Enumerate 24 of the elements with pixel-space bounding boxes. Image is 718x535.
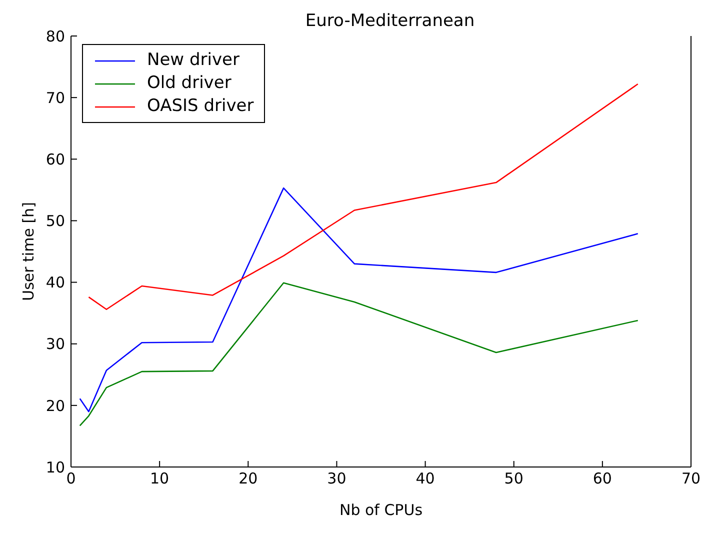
legend-label: Old driver [147, 72, 232, 95]
x-axis-title: Nb of CPUs [339, 501, 423, 519]
y-axis-title: User time [h] [19, 202, 38, 301]
legend-label: New driver [147, 49, 240, 72]
y-tick-label: 40 [46, 274, 65, 292]
y-tick-label: 50 [46, 212, 65, 230]
chart-title: Euro-Mediterranean [305, 11, 475, 31]
x-tick-label: 60 [592, 470, 612, 488]
y-tick-label: 80 [46, 27, 65, 46]
line-series [79, 187, 639, 412]
line-series [79, 282, 639, 426]
x-tick-label: 0 [66, 470, 76, 488]
y-tick-label: 20 [46, 396, 65, 415]
y-tick-label: 30 [46, 335, 65, 354]
x-tick-label: 10 [150, 470, 170, 488]
y-tick-label: 70 [46, 88, 65, 107]
x-tick-label: 40 [416, 470, 435, 488]
legend-label: OASIS driver [147, 95, 254, 118]
x-tick-label: 30 [327, 470, 346, 488]
x-tick-label: 20 [238, 470, 258, 488]
x-tick-label: 70 [681, 470, 701, 488]
y-tick-label: 10 [46, 458, 65, 476]
x-tick-label: 50 [504, 470, 524, 488]
y-tick-label: 60 [46, 150, 65, 168]
